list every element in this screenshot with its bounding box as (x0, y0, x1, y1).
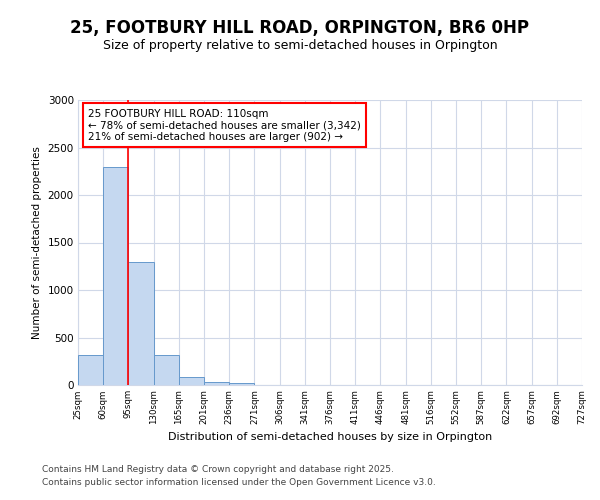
Text: Contains public sector information licensed under the Open Government Licence v3: Contains public sector information licen… (42, 478, 436, 487)
Bar (128, 262, 154, 385)
Bar (229, 383, 254, 385)
X-axis label: Distribution of semi-detached houses by size in Orpington: Distribution of semi-detached houses by … (168, 432, 492, 442)
Text: Size of property relative to semi-detached houses in Orpington: Size of property relative to semi-detach… (103, 38, 497, 52)
Bar (204, 382, 229, 385)
Bar (154, 354, 179, 385)
Text: 25 FOOTBURY HILL ROAD: 110sqm
← 78% of semi-detached houses are smaller (3,342)
: 25 FOOTBURY HILL ROAD: 110sqm ← 78% of s… (88, 108, 361, 142)
Bar (179, 378, 204, 385)
Text: Contains HM Land Registry data © Crown copyright and database right 2025.: Contains HM Land Registry data © Crown c… (42, 466, 394, 474)
Y-axis label: Number of semi-detached properties: Number of semi-detached properties (32, 146, 42, 339)
Text: 25, FOOTBURY HILL ROAD, ORPINGTON, BR6 0HP: 25, FOOTBURY HILL ROAD, ORPINGTON, BR6 0… (71, 18, 530, 36)
Bar (78, 354, 103, 385)
Bar (103, 166, 128, 385)
